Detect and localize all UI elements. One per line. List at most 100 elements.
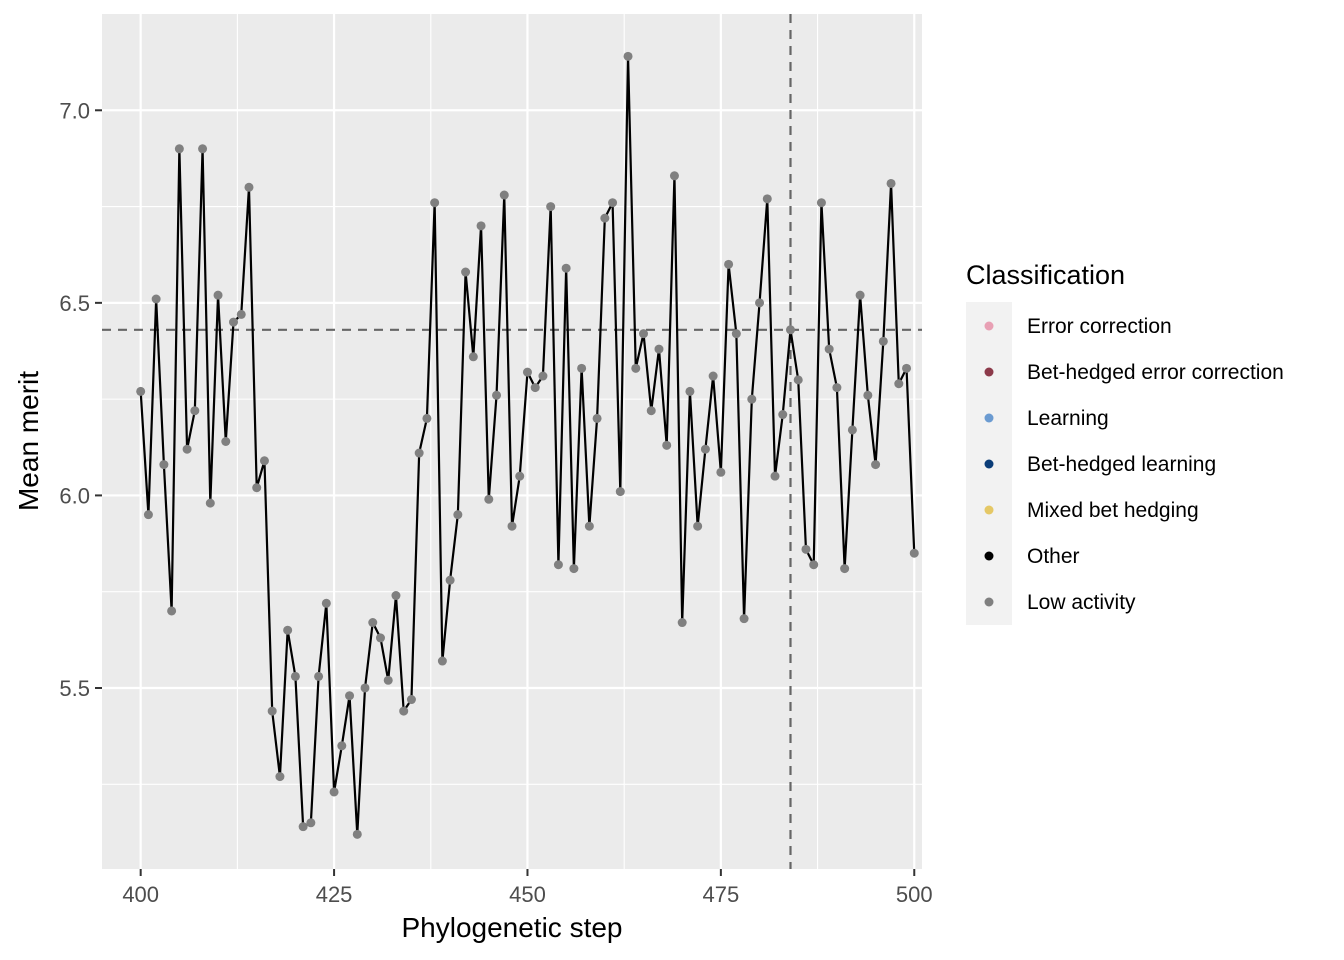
x-tick-label: 425 [316, 882, 353, 907]
data-point [391, 591, 401, 601]
data-point [182, 444, 192, 454]
data-point [345, 691, 355, 701]
data-point [770, 471, 780, 481]
y-tick-label: 6.5 [59, 291, 90, 316]
data-point [685, 386, 695, 396]
legend-key [984, 551, 994, 561]
data-point [461, 267, 471, 277]
data-point [816, 198, 826, 208]
data-point [368, 618, 378, 628]
data-point [840, 564, 850, 574]
data-point [700, 444, 710, 454]
data-point [608, 198, 618, 208]
tick-labels: 400 425 450 475 500 5.5 6.0 6.5 7.0 [59, 98, 932, 907]
data-point [236, 309, 246, 319]
legend-key [984, 367, 994, 377]
data-point [267, 706, 277, 716]
x-tick-label: 475 [703, 882, 740, 907]
data-point [213, 290, 223, 300]
data-point [437, 656, 447, 666]
data-point [878, 336, 888, 346]
x-axis-title: Phylogenetic step [401, 912, 622, 943]
series-points-group [136, 51, 919, 839]
x-tick-label: 450 [509, 882, 546, 907]
data-point [824, 344, 834, 354]
data-point [499, 190, 509, 200]
y-tick-label: 7.0 [59, 98, 90, 123]
data-point [522, 367, 532, 377]
reference-lines [102, 14, 922, 869]
data-point [159, 460, 169, 470]
data-point [507, 521, 517, 531]
data-point [136, 386, 146, 396]
data-point [577, 363, 587, 373]
legend-title: Classification [966, 260, 1125, 290]
data-point [561, 263, 571, 273]
legend-key [984, 459, 994, 469]
data-point [847, 425, 857, 435]
data-point [855, 290, 865, 300]
data-point [646, 406, 656, 416]
data-point [314, 671, 324, 681]
data-point [731, 329, 741, 339]
data-point [639, 329, 649, 339]
data-point [894, 379, 904, 389]
data-point [198, 144, 208, 154]
legend-key [984, 597, 994, 607]
data-point [406, 695, 416, 705]
legend-entries: Error correction Bet-hedged error correct… [984, 315, 1284, 614]
data-point [252, 483, 262, 493]
y-tick-label: 5.5 [59, 676, 90, 701]
data-point [546, 202, 556, 212]
data-point [167, 606, 177, 616]
data-point [724, 259, 734, 269]
data-point [600, 213, 610, 223]
data-point [275, 772, 285, 782]
data-point [445, 575, 455, 585]
data-point [329, 787, 339, 797]
data-point [785, 325, 795, 335]
data-point [321, 598, 331, 608]
axis-ticks [95, 109, 916, 876]
data-point [221, 437, 231, 446]
data-point [902, 363, 912, 373]
data-point [615, 487, 625, 497]
legend-label: Bet-hedged learning [1027, 453, 1216, 476]
minor-gridlines [102, 14, 922, 869]
data-point [755, 298, 765, 308]
data-point [476, 221, 486, 231]
data-point [306, 818, 316, 828]
legend-key [984, 321, 994, 331]
data-point [662, 440, 672, 450]
data-point [484, 494, 494, 504]
data-point [538, 371, 548, 381]
data-point [553, 560, 563, 570]
data-point [205, 498, 215, 508]
legend: Classification Error correction Bet-hedge… [966, 260, 1284, 625]
data-point [886, 178, 896, 188]
legend-key [984, 505, 994, 515]
data-point [832, 383, 842, 393]
data-point [739, 614, 749, 624]
data-point [383, 675, 393, 685]
data-point [492, 390, 502, 400]
data-point [290, 671, 300, 681]
y-axis-title: Mean merit [13, 371, 44, 511]
data-point [143, 510, 153, 520]
data-point [399, 706, 409, 716]
data-point [414, 448, 424, 458]
data-point [515, 471, 525, 481]
data-point [244, 182, 254, 192]
y-tick-label: 6.0 [59, 483, 90, 508]
data-point [708, 371, 718, 381]
data-point [422, 413, 432, 423]
data-point [151, 294, 161, 304]
data-point [375, 633, 385, 643]
legend-label: Other [1027, 545, 1080, 568]
legend-label: Low activity [1027, 591, 1136, 614]
data-point [430, 198, 440, 208]
x-tick-label: 400 [122, 882, 159, 907]
data-point [337, 741, 347, 751]
data-point [360, 683, 370, 693]
